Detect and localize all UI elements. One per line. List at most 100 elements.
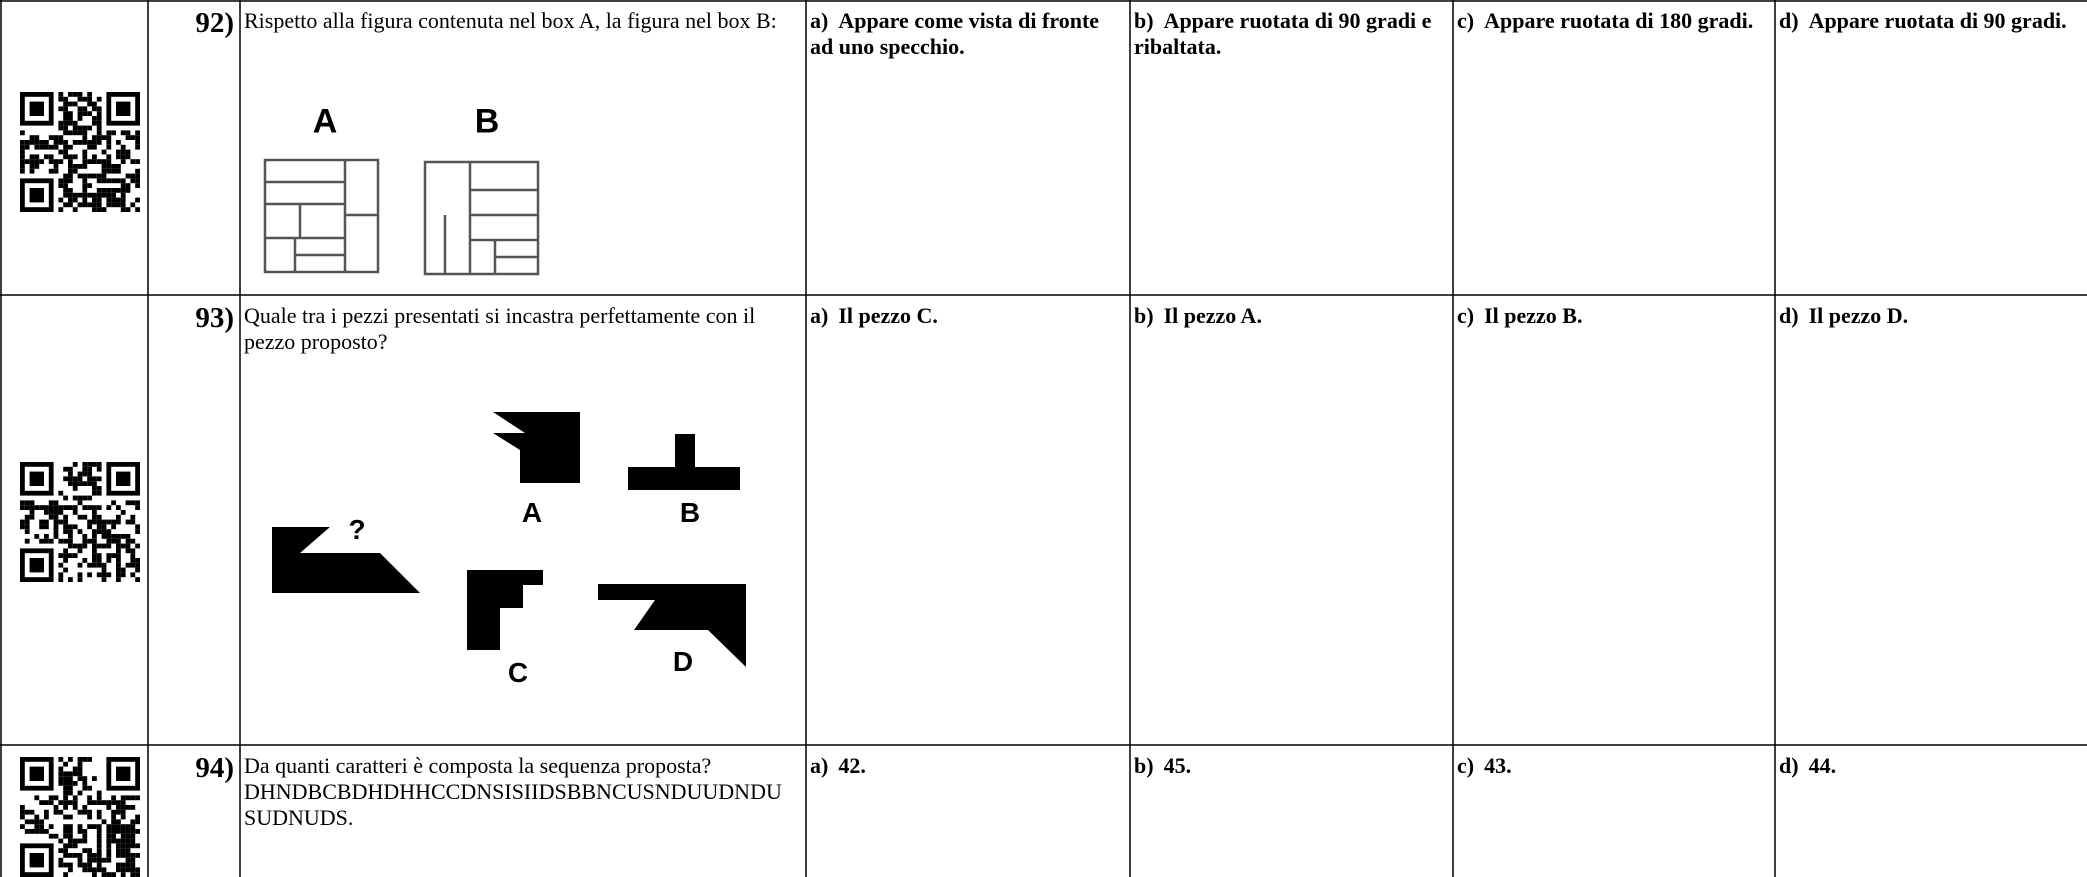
qr-module <box>68 829 73 834</box>
qr-module <box>72 154 78 160</box>
qr-module <box>96 505 102 510</box>
qr-module <box>58 96 64 102</box>
qr-module <box>82 543 88 549</box>
qr-module <box>135 577 140 582</box>
qr-module <box>92 867 97 873</box>
qr-module <box>39 140 44 145</box>
qr-module <box>72 766 78 772</box>
qr-module <box>116 805 121 810</box>
qr-module <box>63 553 68 558</box>
qr-module <box>120 159 126 164</box>
qr-module <box>77 857 83 863</box>
qr-module <box>20 814 25 820</box>
qr-module <box>111 534 116 539</box>
qr-module <box>87 814 92 820</box>
qr-module <box>135 135 140 140</box>
qr-module <box>101 207 107 212</box>
qr-module <box>101 562 107 568</box>
qr-module <box>82 862 88 868</box>
qr-module <box>130 159 136 164</box>
qr-module <box>34 824 40 829</box>
qr-module <box>125 857 131 863</box>
qr-module <box>34 534 40 539</box>
qr-module <box>101 149 107 155</box>
qr-module <box>68 197 73 203</box>
qr-module <box>82 140 88 145</box>
qr-module <box>87 757 92 762</box>
qr-module <box>120 154 126 160</box>
qr-module <box>72 140 78 145</box>
qr-module <box>87 101 92 107</box>
qr-module <box>39 538 44 544</box>
qr-module <box>58 800 64 805</box>
qr-module <box>24 159 30 164</box>
qr-module <box>82 183 88 188</box>
qr-module <box>82 135 88 140</box>
qr-module <box>130 833 136 839</box>
qr-module <box>101 577 107 582</box>
qr-module <box>29 853 44 868</box>
qr-module <box>87 462 92 467</box>
qr-module <box>63 538 68 544</box>
figure-93 <box>272 412 746 667</box>
qr-module <box>120 862 126 868</box>
qr-module <box>125 795 131 801</box>
qr-module <box>53 500 59 506</box>
qr-module <box>82 838 88 844</box>
qr-module <box>68 529 73 534</box>
qr-module <box>92 192 97 198</box>
qr-module <box>125 500 131 506</box>
question-text-body: Da quanti caratteri è composta la sequen… <box>244 753 712 778</box>
qr-module <box>82 833 88 839</box>
qr-module <box>63 761 68 767</box>
qr-module <box>87 466 92 472</box>
qr-module <box>58 809 64 815</box>
qr-module <box>68 192 73 198</box>
qr-module <box>120 843 126 849</box>
qr-module <box>135 814 140 820</box>
qr-module <box>101 857 107 863</box>
qr-module <box>96 519 102 525</box>
qr-module <box>63 120 68 126</box>
qr-module <box>92 120 97 126</box>
qr-module <box>120 824 126 829</box>
qr-module <box>72 486 78 491</box>
qr-module <box>111 188 116 193</box>
qr-module <box>82 178 88 184</box>
qr-module <box>58 838 64 844</box>
qr-module <box>77 766 83 772</box>
qr-module <box>101 164 107 169</box>
qr-module <box>82 466 88 472</box>
qr-module <box>92 872 97 877</box>
qr-module <box>24 809 30 815</box>
qr-module <box>116 140 121 145</box>
qr-module <box>20 140 25 145</box>
qr-module <box>63 795 68 801</box>
qr-module <box>68 476 73 482</box>
qr-module <box>96 192 102 198</box>
qr-module <box>58 159 64 164</box>
qr-module <box>63 862 68 868</box>
qr-module <box>68 466 73 472</box>
qr-module <box>135 524 140 530</box>
qr-module <box>135 500 140 506</box>
qr-module <box>53 159 59 164</box>
qr-module <box>101 524 107 530</box>
qr-module <box>116 824 121 829</box>
qr-module <box>135 543 140 549</box>
qr-module <box>29 188 44 203</box>
qr-module <box>116 168 121 174</box>
qr-module <box>48 135 54 140</box>
qr-module <box>68 505 73 510</box>
qr-module <box>120 853 126 858</box>
qr-module <box>58 178 64 184</box>
qr-module <box>63 116 68 121</box>
qr-module <box>87 505 92 510</box>
qr-module <box>58 510 64 515</box>
option-letter: c) <box>1457 8 1475 33</box>
qr-module <box>111 833 116 839</box>
qr-module <box>135 853 140 858</box>
qr-module <box>125 853 131 858</box>
qr-module <box>68 843 73 849</box>
qr-module <box>92 144 97 150</box>
